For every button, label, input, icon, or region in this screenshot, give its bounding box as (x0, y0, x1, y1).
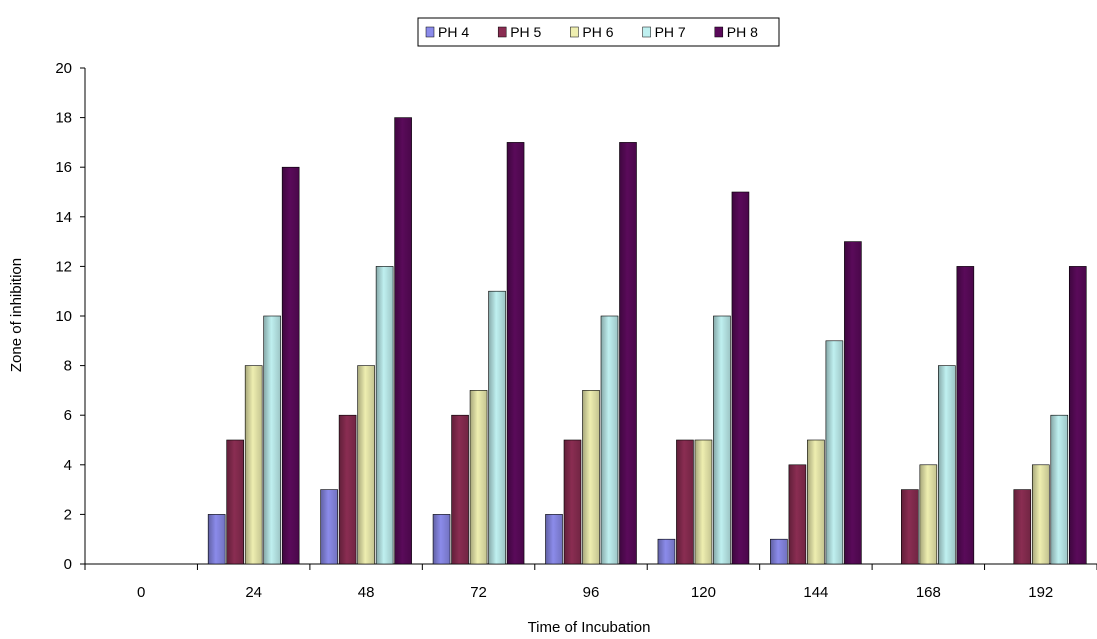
y-tick-label: 18 (55, 110, 72, 127)
bar-ph-7-24 (263, 315, 281, 565)
x-tick-label: 144 (803, 584, 828, 601)
bar-ph-4-120 (657, 538, 676, 565)
bar-ph-7-96 (600, 315, 619, 565)
bar-ph-5-168 (901, 489, 919, 565)
legend-swatch (714, 26, 724, 38)
bar-ph-7-144 (825, 340, 844, 565)
bar-ph-5-120 (676, 439, 694, 565)
y-tick-label: 8 (64, 358, 72, 375)
bars (207, 117, 1087, 565)
legend-swatch (642, 26, 651, 38)
bar-ph-6-120 (694, 439, 713, 565)
bar-ph-8-168 (956, 266, 975, 565)
y-tick-label: 20 (55, 60, 72, 77)
legend-swatch (570, 26, 579, 38)
bar-ph-8-120 (731, 191, 750, 565)
bar-ph-6-192 (1031, 464, 1050, 565)
legend-label: PH 8 (727, 24, 758, 40)
y-tick-label: 6 (64, 407, 72, 424)
legend-label: PH 6 (582, 24, 613, 40)
bar-ph-6-24 (244, 365, 263, 565)
bar-ph-4-48 (320, 489, 338, 565)
x-axis: 0 24 48 72 96 120 144 168 192 (84, 563, 1097, 601)
legend-label: PH 5 (510, 24, 541, 40)
bar-ph-5-48 (338, 414, 357, 565)
legend-label: PH 4 (438, 24, 469, 40)
bar-ph-5-144 (788, 464, 807, 565)
x-axis-label: Time of Incubation (528, 619, 651, 636)
bar-ph-7-192 (1050, 414, 1069, 565)
bar-ph-6-168 (919, 464, 938, 565)
bar-ph-7-168 (938, 365, 956, 565)
x-tick-label: 72 (470, 584, 487, 601)
bar-ph-8-96 (619, 142, 637, 565)
x-tick-label: 96 (583, 584, 600, 601)
y-tick-label: 4 (64, 457, 72, 474)
bar-ph-8-24 (281, 166, 300, 565)
legend-swatch (425, 26, 435, 38)
bar-ph-4-72 (432, 514, 451, 565)
y-tick-label: 0 (64, 556, 72, 573)
x-tick-label: 48 (358, 584, 375, 601)
x-tick-label: 168 (916, 584, 941, 601)
bar-ph-5-192 (1013, 489, 1032, 565)
bar-ph-5-24 (226, 439, 244, 565)
bar-ph-5-96 (563, 439, 582, 565)
x-tick-label: 0 (137, 584, 145, 601)
bar-ph-8-48 (394, 117, 412, 565)
x-tick-label: 192 (1028, 584, 1053, 601)
bar-ph-4-96 (545, 514, 563, 565)
legend-label: PH 7 (655, 24, 686, 40)
y-tick-label: 2 (64, 506, 72, 523)
x-tick-label: 24 (245, 584, 262, 601)
bar-ph-8-72 (506, 142, 525, 565)
y-axis-label: Zone of inhibition (8, 258, 25, 372)
bar-ph-8-144 (844, 241, 862, 565)
bar-ph-8-192 (1068, 266, 1087, 565)
bar-ph-4-144 (770, 538, 788, 565)
bar-ph-4-24 (207, 514, 226, 565)
y-tick-label: 12 (55, 258, 72, 275)
y-tick-label: 10 (55, 308, 72, 325)
y-tick-label: 14 (55, 209, 72, 226)
legend-swatch (497, 26, 507, 38)
bar-ph-6-72 (469, 390, 488, 565)
bar-ph-6-144 (807, 439, 825, 565)
legend: PH 4 PH 5 PH 6 PH 7 PH 8 (417, 17, 780, 47)
x-tick-label: 120 (691, 584, 716, 601)
bar-ph-7-120 (713, 315, 731, 565)
bar-ph-7-72 (488, 290, 506, 565)
bar-ph-6-48 (357, 365, 375, 565)
y-axis: 0 2 4 6 8 10 12 14 16 18 20 (55, 60, 86, 573)
bar-ph-6-96 (582, 390, 600, 565)
bar-ph-5-72 (451, 414, 469, 565)
bar-ph-7-48 (375, 266, 394, 565)
y-tick-label: 16 (55, 159, 72, 176)
